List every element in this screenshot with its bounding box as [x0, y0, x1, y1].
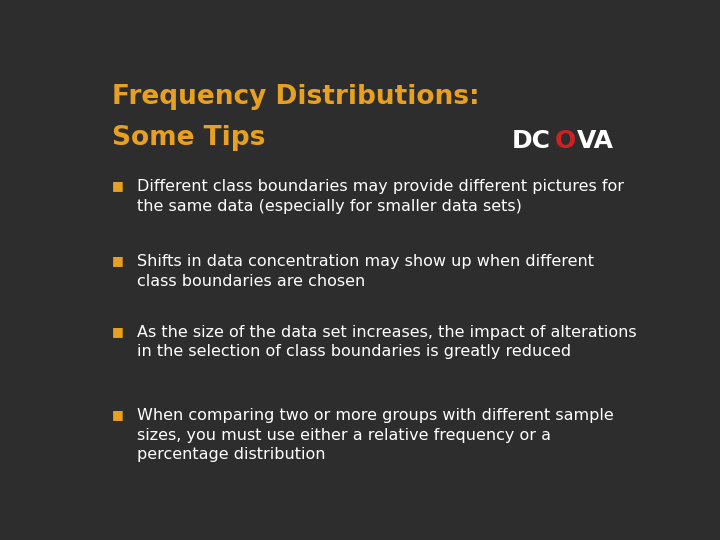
Text: Copyright © 2016 Pearson Education, Ltd.: Copyright © 2016 Pearson Education, Ltd.	[274, 513, 495, 523]
Text: VA: VA	[577, 129, 614, 153]
Text: ■: ■	[112, 325, 124, 338]
Text: O: O	[554, 129, 575, 153]
Text: When comparing two or more groups with different sample
sizes, you must use eith: When comparing two or more groups with d…	[138, 408, 614, 462]
Text: Some Tips: Some Tips	[112, 125, 266, 151]
Text: Frequency Distributions:: Frequency Distributions:	[112, 84, 480, 110]
Text: Chapter 2, Slide 19: Chapter 2, Slide 19	[616, 511, 720, 525]
Text: As the size of the data set increases, the impact of alterations
in the selectio: As the size of the data set increases, t…	[138, 325, 637, 360]
Text: ■: ■	[112, 179, 124, 192]
Text: DC: DC	[511, 129, 550, 153]
Text: Shifts in data concentration may show up when different
class boundaries are cho: Shifts in data concentration may show up…	[138, 254, 595, 289]
Text: Different class boundaries may provide different pictures for
the same data (esp: Different class boundaries may provide d…	[138, 179, 624, 214]
Text: ■: ■	[112, 408, 124, 421]
Text: ALWAYS LEARNING: ALWAYS LEARNING	[22, 513, 125, 523]
Text: ■: ■	[112, 254, 124, 267]
Text: PEARSON: PEARSON	[526, 511, 600, 525]
